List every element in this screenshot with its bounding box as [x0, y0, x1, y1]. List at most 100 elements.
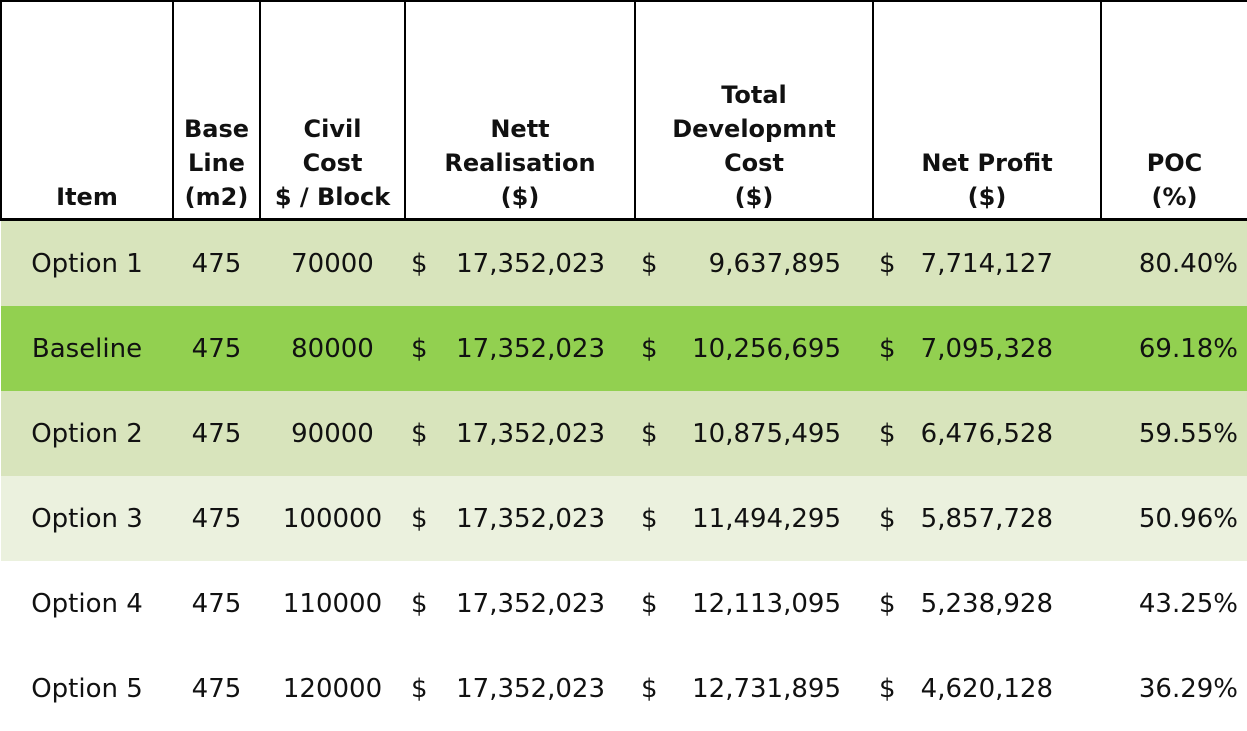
- cell-nett-realisation[interactable]: $17,352,023: [405, 306, 635, 391]
- table-row: Option 3 475 100000 $17,352,023 $11,494,…: [1, 476, 1247, 561]
- cell-item[interactable]: Option 2: [1, 391, 173, 476]
- cell-net-profit[interactable]: $5,238,928: [873, 561, 1101, 646]
- cell-amount: 9,637,895: [665, 249, 841, 279]
- cell-base-line[interactable]: 475: [173, 476, 260, 561]
- cell-poc[interactable]: 69.18%: [1101, 306, 1247, 391]
- header-nett-realisation-line-3: ($): [408, 180, 632, 214]
- cell-net-profit[interactable]: $7,095,328: [873, 306, 1101, 391]
- cell-nett-realisation[interactable]: $17,352,023: [405, 220, 635, 307]
- cell-amount: 7,714,127: [903, 249, 1053, 279]
- cell-total-development-cost[interactable]: $12,113,095: [635, 561, 873, 646]
- header-net-profit[interactable]: Net Profit ($): [873, 1, 1101, 220]
- header-tdc-line-1: Total: [638, 78, 870, 112]
- currency-symbol: $: [641, 334, 665, 364]
- header-nett-realisation-line-1: Nett: [408, 112, 632, 146]
- cell-base-line[interactable]: 475: [173, 391, 260, 476]
- cell-poc[interactable]: 50.96%: [1101, 476, 1247, 561]
- cell-amount: 17,352,023: [435, 674, 605, 704]
- cell-amount: 17,352,023: [435, 504, 605, 534]
- cell-item[interactable]: Option 1: [1, 220, 173, 307]
- header-nett-realisation[interactable]: Nett Realisation ($): [405, 1, 635, 220]
- currency-symbol: $: [879, 504, 903, 534]
- cell-base-line[interactable]: 475: [173, 561, 260, 646]
- cell-amount: 11,494,295: [665, 504, 841, 534]
- header-base-line[interactable]: Base Line (m2): [173, 1, 260, 220]
- cell-civil-cost[interactable]: 90000: [260, 391, 405, 476]
- cell-net-profit[interactable]: $5,857,728: [873, 476, 1101, 561]
- cell-civil-cost[interactable]: 100000: [260, 476, 405, 561]
- header-row: Item Base Line (m2) Civil Cost $ / Block…: [1, 1, 1247, 220]
- header-civil-cost-line-1: Civil: [263, 112, 402, 146]
- cell-item[interactable]: Baseline: [1, 306, 173, 391]
- cell-base-line[interactable]: 475: [173, 220, 260, 307]
- cell-amount: 5,238,928: [903, 589, 1053, 619]
- header-item-line: Item: [4, 180, 170, 214]
- table-row: Baseline 475 80000 $17,352,023 $10,256,6…: [1, 306, 1247, 391]
- cell-amount: 10,875,495: [665, 419, 841, 449]
- cell-total-development-cost[interactable]: $9,637,895: [635, 220, 873, 307]
- cell-item[interactable]: Option 3: [1, 476, 173, 561]
- cell-nett-realisation[interactable]: $17,352,023: [405, 561, 635, 646]
- cell-poc[interactable]: 36.29%: [1101, 646, 1247, 731]
- cell-total-development-cost[interactable]: $10,875,495: [635, 391, 873, 476]
- cell-poc[interactable]: 59.55%: [1101, 391, 1247, 476]
- currency-symbol: $: [879, 334, 903, 364]
- currency-symbol: $: [879, 674, 903, 704]
- cell-amount: 17,352,023: [435, 249, 605, 279]
- header-poc[interactable]: POC (%): [1101, 1, 1247, 220]
- currency-symbol: $: [411, 249, 435, 279]
- cell-civil-cost[interactable]: 120000: [260, 646, 405, 731]
- header-net-profit-line-1: Net Profit: [876, 146, 1098, 180]
- cell-amount: 4,620,128: [903, 674, 1053, 704]
- cell-nett-realisation[interactable]: $17,352,023: [405, 391, 635, 476]
- header-civil-cost[interactable]: Civil Cost $ / Block: [260, 1, 405, 220]
- currency-symbol: $: [411, 419, 435, 449]
- cell-civil-cost[interactable]: 70000: [260, 220, 405, 307]
- cell-amount: 7,095,328: [903, 334, 1053, 364]
- cell-total-development-cost[interactable]: $10,256,695: [635, 306, 873, 391]
- cell-amount: 10,256,695: [665, 334, 841, 364]
- spreadsheet-sheet: Item Base Line (m2) Civil Cost $ / Block…: [0, 0, 1247, 706]
- header-total-development-cost[interactable]: Total Developmnt Cost ($): [635, 1, 873, 220]
- cell-civil-cost[interactable]: 110000: [260, 561, 405, 646]
- cell-amount: 12,113,095: [665, 589, 841, 619]
- header-tdc-line-2: Developmnt: [638, 112, 870, 146]
- table-row: Option 5 475 120000 $17,352,023 $12,731,…: [1, 646, 1247, 731]
- currency-symbol: $: [879, 249, 903, 279]
- cell-net-profit[interactable]: $6,476,528: [873, 391, 1101, 476]
- currency-symbol: $: [641, 249, 665, 279]
- cell-base-line[interactable]: 475: [173, 306, 260, 391]
- cell-poc[interactable]: 43.25%: [1101, 561, 1247, 646]
- header-item[interactable]: Item: [1, 1, 173, 220]
- header-civil-cost-line-2: Cost: [263, 146, 402, 180]
- cell-item[interactable]: Option 5: [1, 646, 173, 731]
- currency-symbol: $: [879, 589, 903, 619]
- cell-net-profit[interactable]: $7,714,127: [873, 220, 1101, 307]
- cell-base-line[interactable]: 475: [173, 646, 260, 731]
- currency-symbol: $: [411, 589, 435, 619]
- cell-amount: 5,857,728: [903, 504, 1053, 534]
- header-civil-cost-line-3: $ / Block: [263, 180, 402, 214]
- header-tdc-line-3: Cost: [638, 146, 870, 180]
- currency-symbol: $: [411, 674, 435, 704]
- currency-symbol: $: [411, 504, 435, 534]
- table-row: Option 1 475 70000 $17,352,023 $9,637,89…: [1, 220, 1247, 307]
- cell-poc[interactable]: 80.40%: [1101, 220, 1247, 307]
- header-base-line-line-3: (m2): [176, 180, 257, 214]
- table-row: Option 4 475 110000 $17,352,023 $12,113,…: [1, 561, 1247, 646]
- currency-symbol: $: [641, 419, 665, 449]
- cell-nett-realisation[interactable]: $17,352,023: [405, 476, 635, 561]
- currency-symbol: $: [641, 674, 665, 704]
- currency-symbol: $: [641, 504, 665, 534]
- cell-total-development-cost[interactable]: $12,731,895: [635, 646, 873, 731]
- table-row: Option 2 475 90000 $17,352,023 $10,875,4…: [1, 391, 1247, 476]
- header-poc-line-1: POC: [1104, 146, 1245, 180]
- cell-item[interactable]: Option 4: [1, 561, 173, 646]
- header-nett-realisation-line-2: Realisation: [408, 146, 632, 180]
- currency-symbol: $: [641, 589, 665, 619]
- cell-civil-cost[interactable]: 80000: [260, 306, 405, 391]
- cell-nett-realisation[interactable]: $17,352,023: [405, 646, 635, 731]
- cell-net-profit[interactable]: $4,620,128: [873, 646, 1101, 731]
- cell-total-development-cost[interactable]: $11,494,295: [635, 476, 873, 561]
